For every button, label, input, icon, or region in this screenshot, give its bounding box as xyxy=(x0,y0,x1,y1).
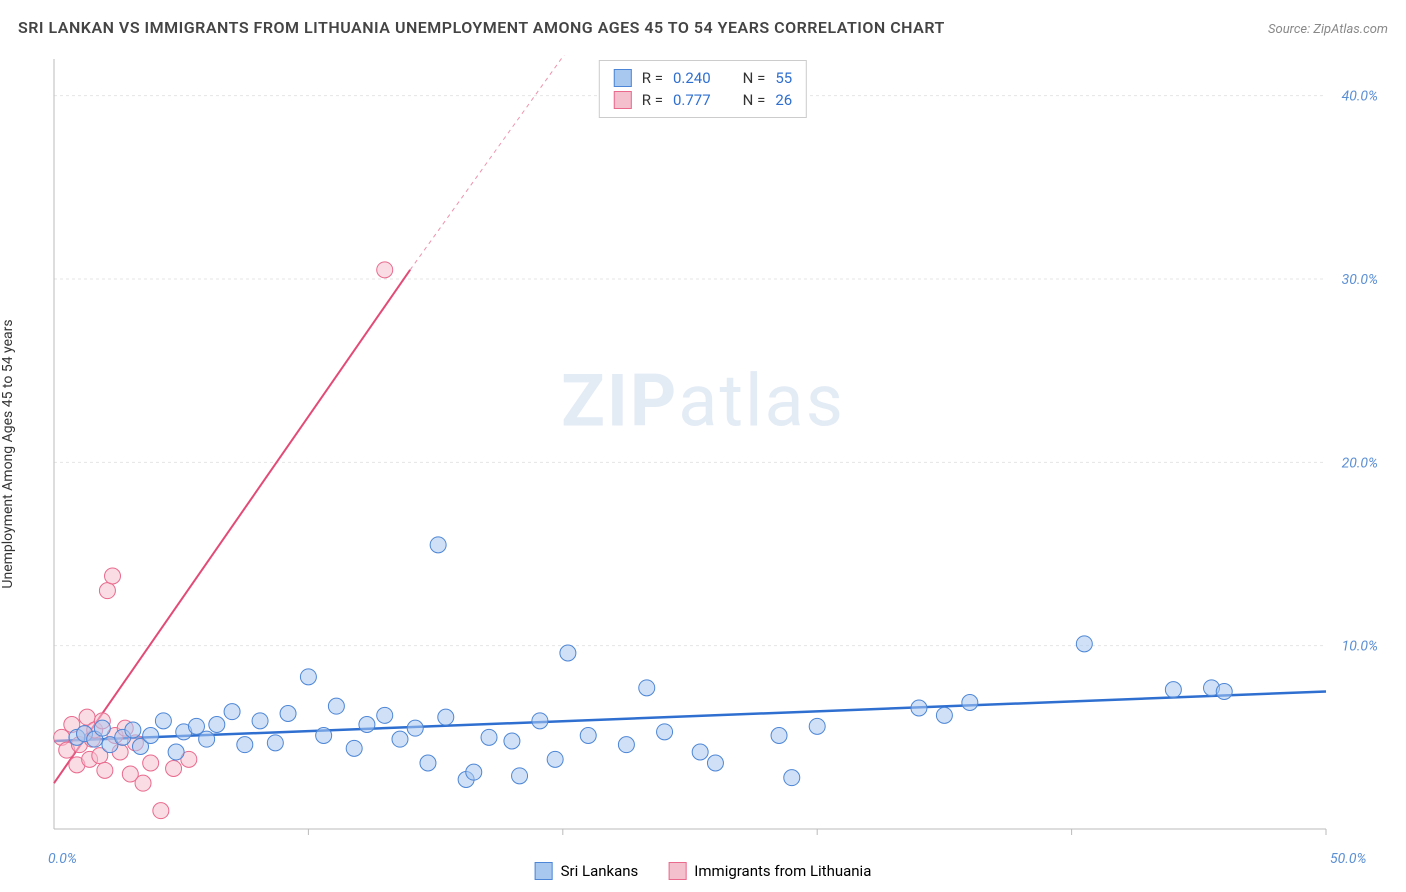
source-credit: Source: ZipAtlas.com xyxy=(1268,22,1388,37)
legend-item-a: Sri Lankans xyxy=(535,862,639,880)
svg-text:20.0%: 20.0% xyxy=(1342,455,1378,471)
scatter-plot-svg: 10.0% 20.0% 30.0% 40.0% xyxy=(50,55,1386,847)
legend: Sri Lankans Immigrants from Lithuania xyxy=(535,862,872,880)
r-value-a: 0.240 xyxy=(673,69,711,87)
n-value-a: 55 xyxy=(775,69,792,87)
y-axis-label: Unemployment Among Ages 45 to 54 years xyxy=(0,319,16,588)
chart-plot-area: 10.0% 20.0% 30.0% 40.0% xyxy=(50,55,1386,847)
svg-text:10.0%: 10.0% xyxy=(1342,639,1378,655)
x-origin-label: 0.0% xyxy=(48,851,77,867)
swatch-series-a xyxy=(614,69,632,87)
swatch-series-b xyxy=(614,91,632,109)
r-label: R = xyxy=(642,69,663,87)
legend-label-b: Immigrants from Lithuania xyxy=(694,862,871,880)
n-value-b: 26 xyxy=(775,91,792,109)
correlation-stats-box: R = 0.240 N = 55 R = 0.777 N = 26 xyxy=(599,60,807,118)
legend-item-b: Immigrants from Lithuania xyxy=(668,862,871,880)
legend-label-a: Sri Lankans xyxy=(561,862,639,880)
x-max-label: 50.0% xyxy=(1330,851,1366,867)
r-label: R = xyxy=(642,91,663,109)
chart-title: SRI LANKAN VS IMMIGRANTS FROM LITHUANIA … xyxy=(18,18,945,37)
svg-text:40.0%: 40.0% xyxy=(1342,89,1378,105)
stats-row-series-b: R = 0.777 N = 26 xyxy=(614,89,792,111)
r-value-b: 0.777 xyxy=(673,91,711,109)
n-label: N = xyxy=(743,91,766,109)
stats-row-series-a: R = 0.240 N = 55 xyxy=(614,67,792,89)
svg-text:30.0%: 30.0% xyxy=(1342,272,1378,288)
n-label: N = xyxy=(743,69,766,87)
legend-swatch-a xyxy=(535,862,553,880)
legend-swatch-b xyxy=(668,862,686,880)
